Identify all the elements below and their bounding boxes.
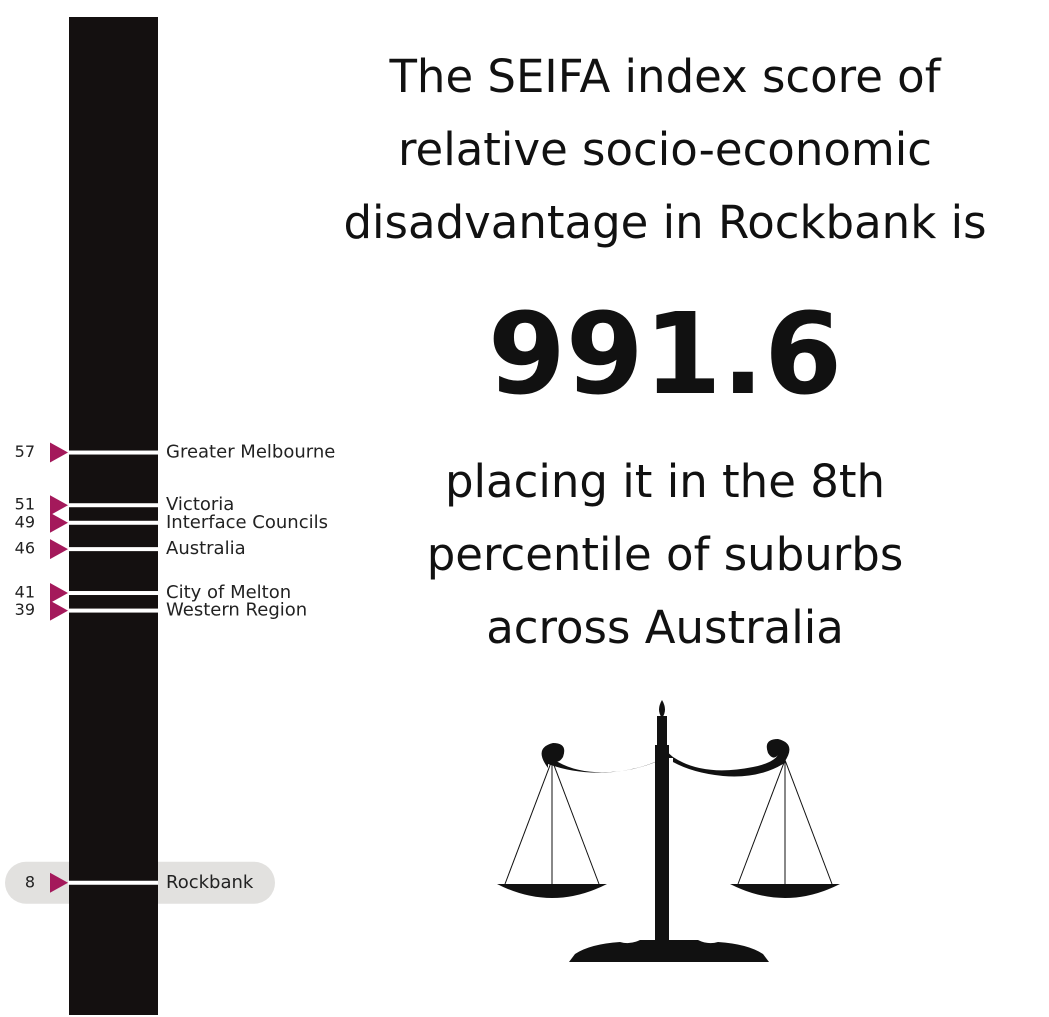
value-label: 8 [25, 872, 35, 891]
text-line: across Australia [280, 591, 1049, 664]
text-line: disadvantage in Rockbank is [280, 186, 1049, 259]
value-label: 39 [15, 600, 35, 619]
marker [50, 443, 68, 463]
marker [50, 513, 68, 533]
marker-line [68, 451, 158, 455]
scales-icon [497, 700, 840, 962]
marker-line [68, 881, 158, 885]
marker-line [68, 547, 158, 551]
marker [50, 539, 68, 559]
category-label: Rockbank [166, 872, 254, 893]
value-label: 51 [15, 495, 35, 514]
text-line: The SEIFA index score of [280, 40, 1049, 113]
value-label: 49 [15, 512, 35, 531]
marker-line [68, 503, 158, 507]
score: 991.6 [280, 290, 1049, 420]
marker [50, 583, 68, 603]
value-label: 57 [15, 442, 35, 461]
marker [50, 495, 68, 515]
text-line: placing it in the 8th [280, 445, 1049, 518]
value-label: 41 [15, 583, 35, 602]
text-line: relative socio-economic [280, 113, 1049, 186]
marker-line [68, 591, 158, 595]
category-label: Australia [166, 538, 246, 559]
marker-line [68, 521, 158, 525]
scale-bar [69, 17, 158, 1015]
marker [50, 601, 68, 621]
text-line: percentile of suburbs [280, 518, 1049, 591]
marker-line [68, 609, 158, 613]
page: 57Greater Melbourne51Victoria49Interface… [0, 0, 1049, 1017]
value-label: 46 [15, 539, 35, 558]
